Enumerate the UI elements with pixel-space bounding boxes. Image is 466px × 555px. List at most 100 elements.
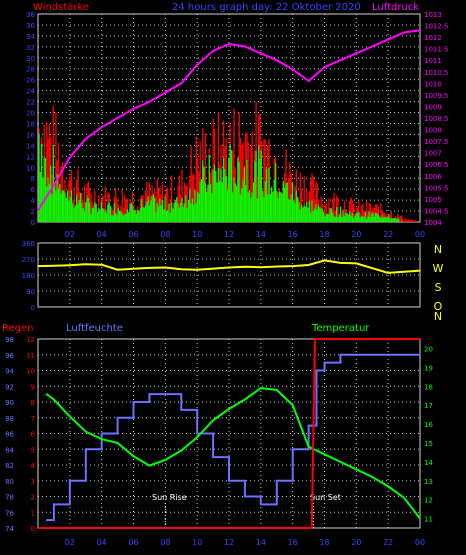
temperature-y-tick-label: 18 <box>424 383 433 391</box>
humidity-y-tick-label: 92 <box>5 383 14 391</box>
direction-y-tick-label: 90 <box>26 288 35 296</box>
pressure-y-tick-label: 1009.5 <box>424 92 449 100</box>
humidity-line <box>46 353 420 522</box>
header-center-title: 24 hours graph day: 22 Oktober 2020 <box>172 2 361 13</box>
pressure-y-tick-label: 1012 <box>424 34 442 42</box>
rain-y-tick-label: 7 <box>31 415 35 423</box>
direction-compass-label: W <box>433 262 444 275</box>
wind-x-tick-label: 16 <box>288 230 298 239</box>
pressure-y-tick-label: 1005 <box>424 196 442 204</box>
wind-x-tick-label: 06 <box>128 230 138 239</box>
rain-y-tick-label: 2 <box>31 494 35 502</box>
direction-y-tick-label: 180 <box>22 272 35 280</box>
temperature-y-tick-label: 14 <box>424 459 433 467</box>
wind-y-tick-label: 18 <box>26 120 35 128</box>
pressure-y-tick-label: 1010.5 <box>424 69 449 77</box>
wind-y-tick-label: 12 <box>26 153 35 161</box>
rain-label: Regen <box>2 323 34 334</box>
wind-y-tick-label: 28 <box>26 66 35 74</box>
rain-line <box>38 338 420 529</box>
humidity-y-tick-label: 76 <box>5 509 14 517</box>
humidity-y-tick-label: 94 <box>5 368 14 376</box>
humidity-y-tick-label: 98 <box>5 336 14 344</box>
wind-x-tick-label: 20 <box>351 230 361 239</box>
temperature-y-tick-label: 17 <box>424 402 433 410</box>
humidity-x-tick-label: 16 <box>288 538 298 547</box>
direction-compass-label: O <box>434 300 443 313</box>
humidity-x-tick-label: 10 <box>192 538 202 547</box>
direction-compass-label: S <box>435 281 442 294</box>
humidity-y-tick-label: 96 <box>5 352 14 360</box>
pressure-y-tick-label: 1009 <box>424 103 442 111</box>
humidity-x-tick-label: 18 <box>319 538 329 547</box>
wind-x-tick-label: 12 <box>224 230 234 239</box>
humidity-x-tick-label: 12 <box>224 538 234 547</box>
humidity-y-tick-label: 90 <box>5 399 14 407</box>
humidity-x-tick-label: 04 <box>97 538 107 547</box>
sunrise-label: Sun Rise <box>152 493 187 502</box>
humidity-y-tick-label: 86 <box>5 431 14 439</box>
direction-line <box>37 259 421 274</box>
pressure-y-tick-label: 1012.5 <box>424 23 449 31</box>
rain-y-tick-label: 6 <box>31 431 36 439</box>
wind-y-tick-label: 14 <box>26 142 35 150</box>
wind-x-tick-label: 18 <box>319 230 329 239</box>
wind-x-tick-label: 08 <box>160 230 170 239</box>
temperature-y-tick-label: 12 <box>424 497 433 505</box>
temperature-label: Temperatur <box>311 323 370 334</box>
humidity-y-tick-label: 74 <box>5 525 14 533</box>
wind-y-tick-label: 16 <box>26 131 35 139</box>
pressure-y-tick-label: 1004 <box>424 219 442 227</box>
wind-y-tick-label: 2 <box>31 208 35 216</box>
temperature-y-tick-label: 20 <box>424 345 433 353</box>
pressure-y-tick-label: 1004.5 <box>424 207 449 215</box>
wind-y-tick-label: 20 <box>26 110 35 118</box>
temperature-y-tick-label: 19 <box>424 364 433 372</box>
direction-y-tick-label: 360 <box>22 240 35 248</box>
humidity-y-tick-label: 82 <box>5 462 14 470</box>
pressure-y-tick-label: 1008 <box>424 127 442 135</box>
pressure-y-tick-label: 1006 <box>424 173 442 181</box>
rain-y-tick-label: 8 <box>31 399 35 407</box>
wind-y-tick-label: 32 <box>26 44 35 52</box>
rain-y-tick-label: 1 <box>31 509 35 517</box>
wind-x-tick-label: 22 <box>383 230 393 239</box>
direction-y-tick-label: 0 <box>31 304 35 312</box>
wind-x-tick-label: 04 <box>97 230 107 239</box>
wind-y-tick-label: 38 <box>26 11 35 19</box>
humidity-y-tick-label: 88 <box>5 415 14 423</box>
temperature-y-tick-label: 13 <box>424 478 433 486</box>
wind-y-tick-label: 22 <box>26 99 35 107</box>
wind-y-tick-label: 6 <box>31 186 36 194</box>
wind-y-tick-label: 10 <box>26 164 35 172</box>
pressure-y-tick-label: 1011.5 <box>424 46 449 54</box>
pressure-y-tick-label: 1007.5 <box>424 138 449 146</box>
sunset-label: Sun Set <box>310 493 341 502</box>
direction-compass-label: N <box>434 243 442 256</box>
wind-y-tick-label: 26 <box>26 77 35 85</box>
temperature-y-tick-label: 16 <box>424 421 433 429</box>
humidity-x-tick-label: 14 <box>256 538 266 547</box>
wind-x-tick-label: 10 <box>192 230 202 239</box>
pressure-y-tick-label: 1010 <box>424 80 442 88</box>
rain-y-tick-label: 5 <box>31 446 35 454</box>
wind-y-tick-label: 34 <box>26 33 35 41</box>
temperature-y-tick-label: 11 <box>424 516 433 524</box>
humidity-x-tick-label: 06 <box>128 538 138 547</box>
header-right-title: Luftdruck <box>372 2 419 13</box>
humidity-y-tick-label: 80 <box>5 478 14 486</box>
wind-y-tick-label: 8 <box>31 175 35 183</box>
wind-x-tick-label: 02 <box>65 230 75 239</box>
humidity-x-tick-label: 02 <box>65 538 75 547</box>
rain-y-tick-label: 0 <box>31 525 35 533</box>
rain-y-tick-label: 11 <box>26 352 35 360</box>
humidity-y-tick-label: 84 <box>5 446 14 454</box>
wind-y-tick-label: 36 <box>26 22 35 30</box>
pressure-y-tick-label: 1006.5 <box>424 161 449 169</box>
pressure-y-tick-label: 1013 <box>424 11 442 19</box>
humidity-x-tick-label: 20 <box>351 538 361 547</box>
wind-y-tick-label: 30 <box>26 55 35 63</box>
temperature-line <box>45 387 421 520</box>
